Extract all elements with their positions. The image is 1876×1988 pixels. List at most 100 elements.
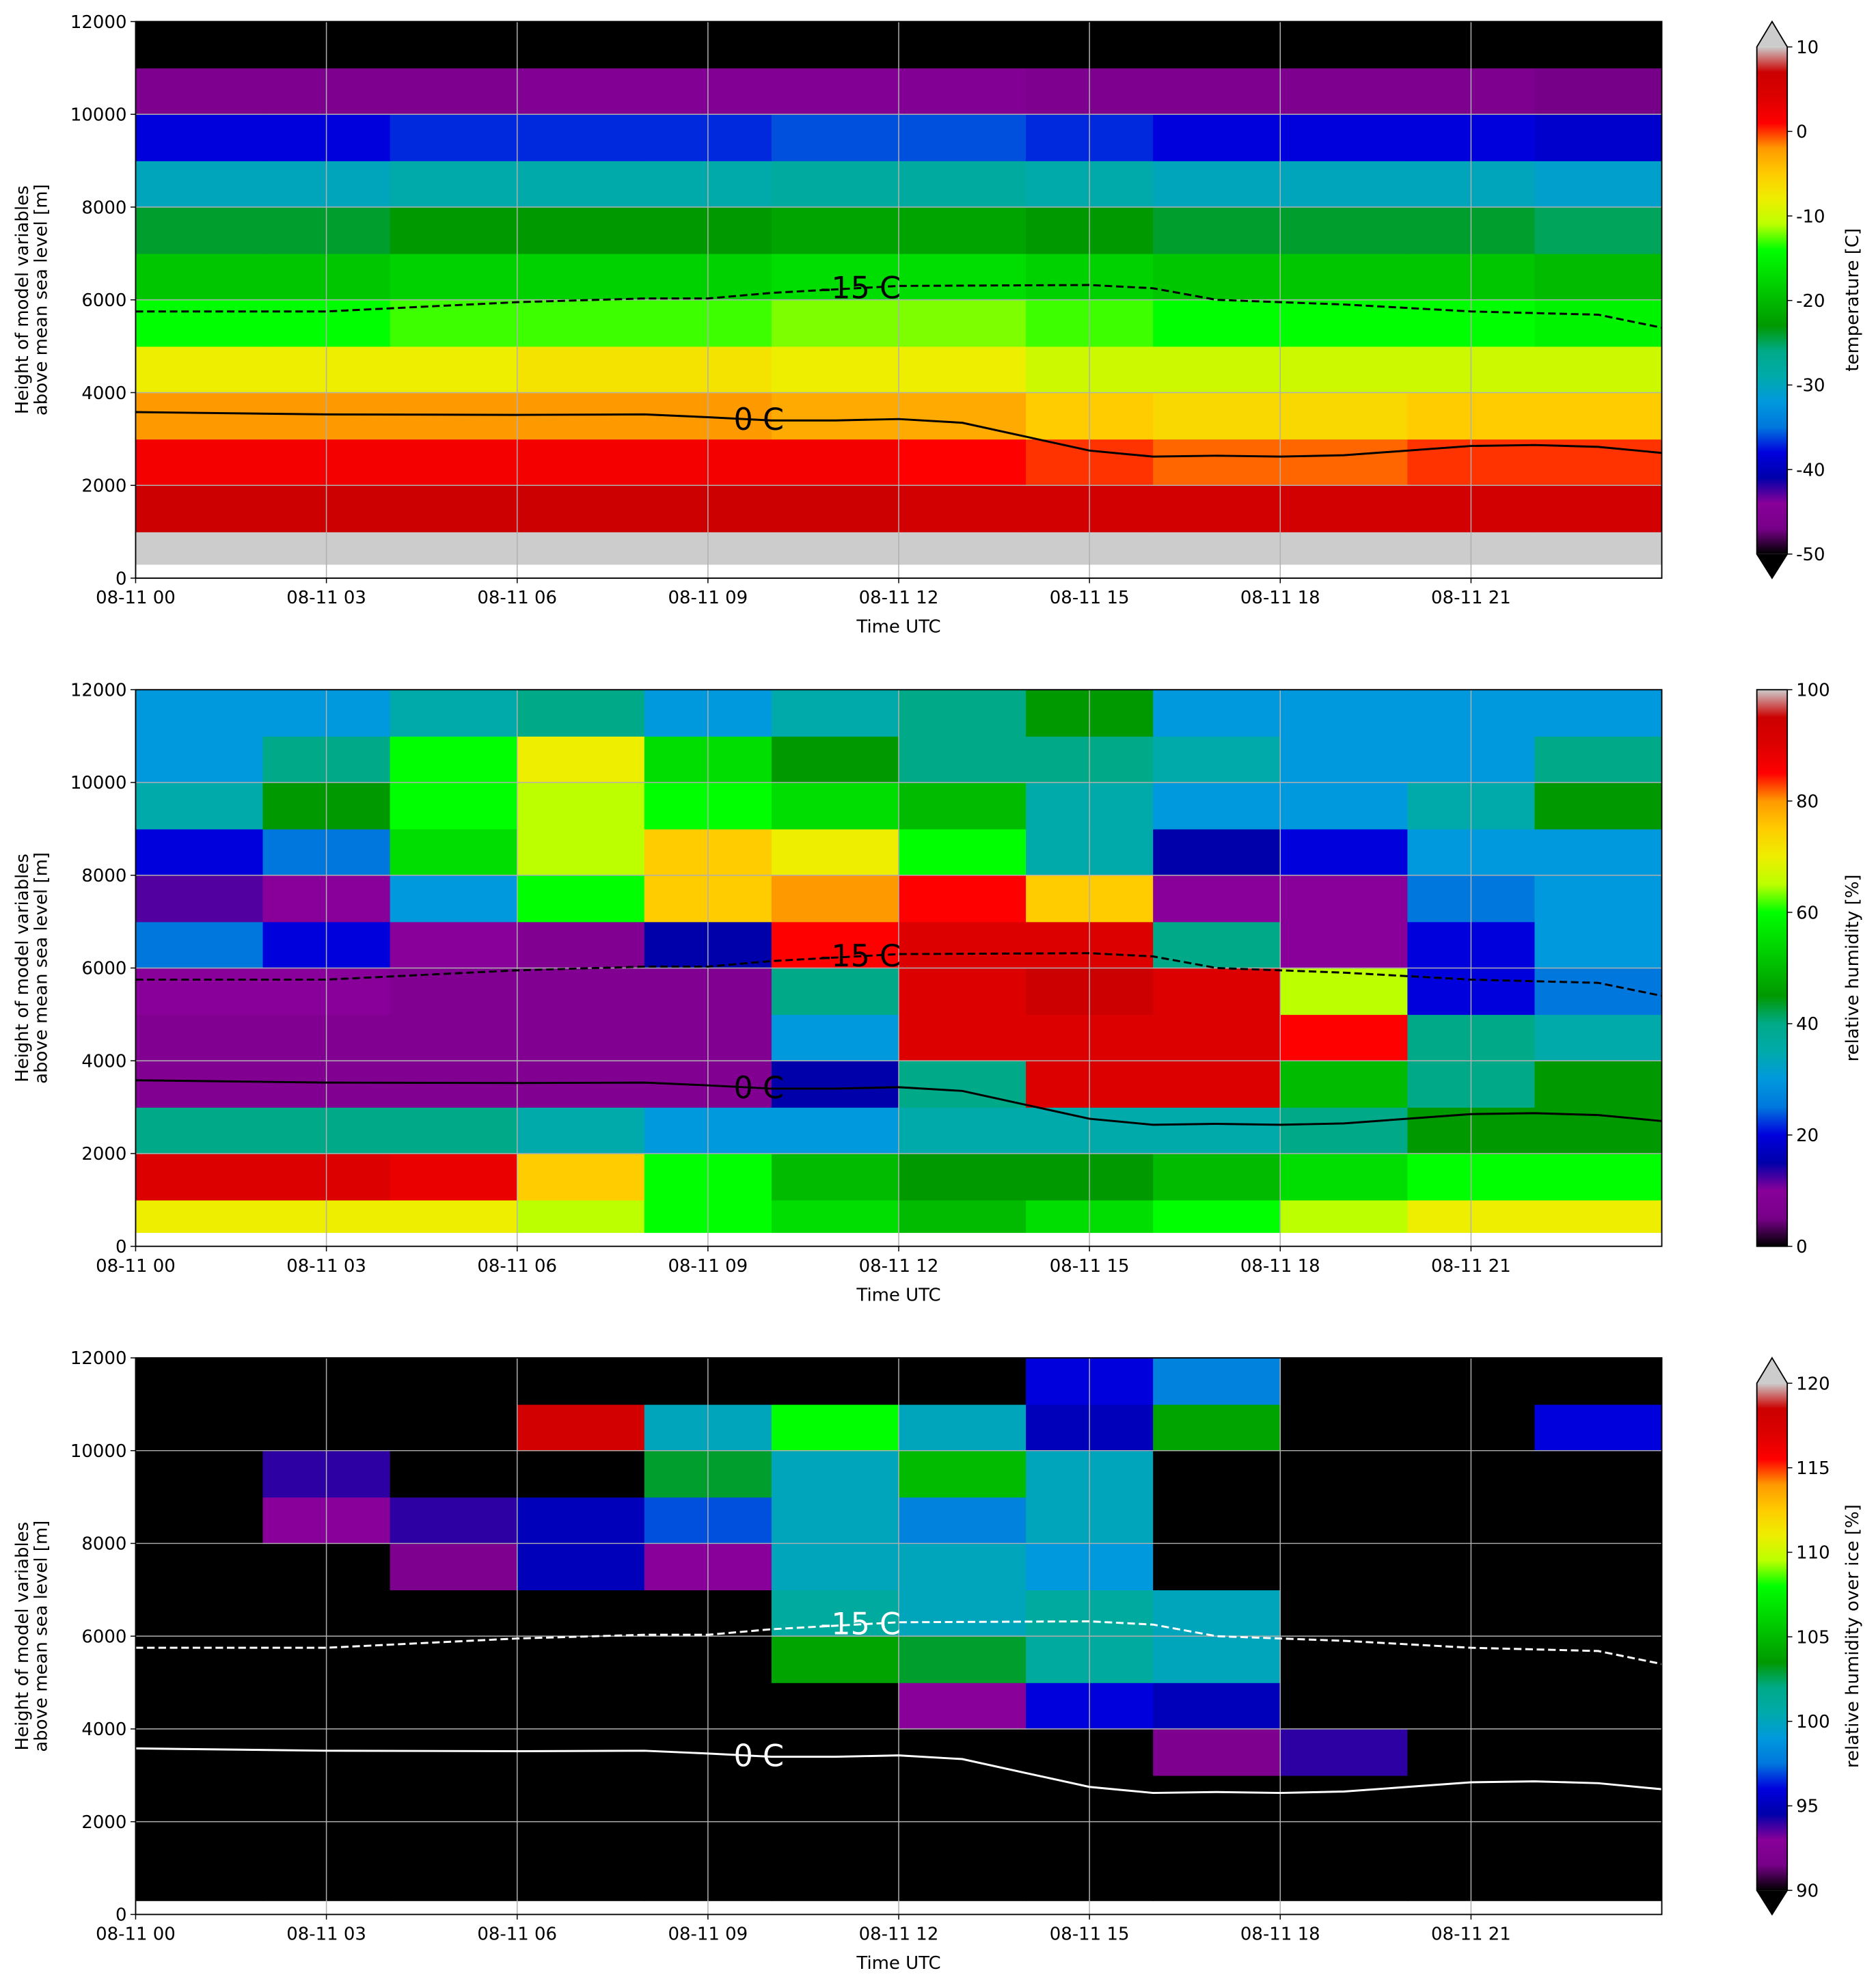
- heat-cell: [899, 253, 1027, 301]
- heat-cell: [135, 1014, 264, 1061]
- colorbar-tick-label: -10: [1796, 206, 1825, 227]
- x-tick-label: 08-11 21: [1431, 1924, 1511, 1944]
- heat-cell: [1153, 1497, 1281, 1544]
- heat-cell: [1280, 1404, 1409, 1452]
- colorbar-tick-label: 80: [1796, 791, 1819, 812]
- x-tick-label: 08-11 00: [96, 588, 176, 608]
- heat-cell: [1534, 532, 1663, 565]
- heat-cell: [1280, 1014, 1409, 1061]
- y-tick-label: 0: [115, 1237, 127, 1257]
- heat-cell: [1153, 1590, 1281, 1637]
- heat-cell: [390, 68, 518, 115]
- colorbar-under: [1756, 554, 1788, 578]
- heat-cell: [771, 1728, 899, 1776]
- heat-cell: [1534, 1543, 1663, 1591]
- heat-cell: [899, 1636, 1027, 1683]
- colorbar: [1756, 1383, 1788, 1891]
- plot-frame: [135, 21, 1663, 579]
- x-tick-label: 08-11 15: [1050, 1256, 1130, 1277]
- x-tick-label: 08-11 06: [477, 588, 557, 608]
- heat-cell: [899, 1014, 1027, 1061]
- heat-cell: [135, 485, 264, 532]
- colorbar-tick-label: 0: [1796, 1237, 1808, 1257]
- heat-cell: [1153, 782, 1281, 830]
- heat-cell: [771, 68, 899, 115]
- contour-line: [135, 952, 1662, 997]
- heat-cell: [1153, 1636, 1281, 1683]
- heat-cell: [1153, 439, 1281, 486]
- x-tick-label: 08-11 15: [1050, 588, 1130, 608]
- y-tick-label: 2000: [81, 476, 126, 497]
- heat-cell: [771, 299, 899, 347]
- colorbar-tick-label: 0: [1796, 122, 1808, 143]
- heat-cell: [1153, 921, 1281, 969]
- heat-cell: [390, 1357, 518, 1405]
- heat-cell: [771, 782, 899, 830]
- heat-cell: [1534, 161, 1663, 208]
- heat-cell: [1534, 1153, 1663, 1201]
- heat-cell: [1534, 1868, 1663, 1901]
- colorbar-tick-label: 95: [1796, 1797, 1819, 1817]
- heat-cell: [899, 736, 1027, 783]
- heat-cell: [135, 828, 264, 876]
- y-tick-label: 6000: [81, 959, 126, 979]
- heat-cell: [1280, 1775, 1409, 1823]
- heat-cell: [899, 921, 1027, 969]
- heat-cell: [771, 828, 899, 876]
- y-tick-label: 0: [115, 569, 127, 589]
- heat-cell: [899, 782, 1027, 830]
- heat-cell: [1534, 1450, 1663, 1498]
- contour-line: [135, 411, 1662, 458]
- x-tick-label: 08-11 12: [859, 588, 939, 608]
- plot-frame: [135, 1357, 1663, 1916]
- heat-cell: [135, 439, 264, 486]
- heat-cell: [1280, 690, 1409, 737]
- heat-cell: [390, 736, 518, 783]
- heat-cell: [1280, 114, 1409, 161]
- heat-cell: [517, 1728, 645, 1776]
- heat-cell: [517, 782, 645, 830]
- heat-cell: [771, 207, 899, 254]
- colorbar-tick-label: 10: [1796, 38, 1819, 58]
- colorbar-tick-label: 100: [1796, 681, 1830, 701]
- heat-cell: [1153, 68, 1281, 115]
- colorbar-label: relative humidity [%]: [1843, 874, 1863, 1061]
- heat-cell: [1280, 875, 1409, 923]
- heat-cell: [1280, 485, 1409, 532]
- heat-cell: [390, 828, 518, 876]
- heat-cell: [899, 207, 1027, 254]
- heat-cell: [771, 1107, 899, 1154]
- heat-cell: [135, 1404, 264, 1452]
- heat-cell: [771, 875, 899, 923]
- x-tick-label: 08-11 15: [1050, 1924, 1130, 1944]
- heat-cell: [1280, 1683, 1409, 1730]
- heat-cell: [135, 253, 264, 301]
- heat-cell: [1153, 1061, 1281, 1108]
- contour-label: -15 C: [820, 1607, 901, 1642]
- heat-cell: [1280, 968, 1409, 1016]
- heat-cell: [1153, 736, 1281, 783]
- colorbar-tick-label: -30: [1796, 376, 1825, 396]
- heat-cell: [899, 161, 1027, 208]
- heat-cell: [135, 1450, 264, 1498]
- heat-cell: [135, 1775, 264, 1823]
- heat-cell: [135, 1636, 264, 1683]
- heat-cell: [517, 161, 645, 208]
- plot-frame: [135, 689, 1663, 1247]
- heat-cell: [1534, 21, 1663, 69]
- heat-cell: [517, 299, 645, 347]
- heat-cell: [1153, 1775, 1281, 1823]
- heat-cell: [135, 968, 264, 1016]
- colorbar-tick-label: -20: [1796, 291, 1825, 312]
- heat-cell: [899, 828, 1027, 876]
- heat-cell: [390, 1683, 518, 1730]
- y-tick-label: 12000: [70, 12, 127, 33]
- heat-cell: [390, 346, 518, 394]
- heat-cell: [135, 114, 264, 161]
- heat-cell: [390, 253, 518, 301]
- heat-cell: [1280, 1543, 1409, 1591]
- heat-cell: [1534, 736, 1663, 783]
- heat-cell: [390, 690, 518, 737]
- heat-cell: [899, 346, 1027, 394]
